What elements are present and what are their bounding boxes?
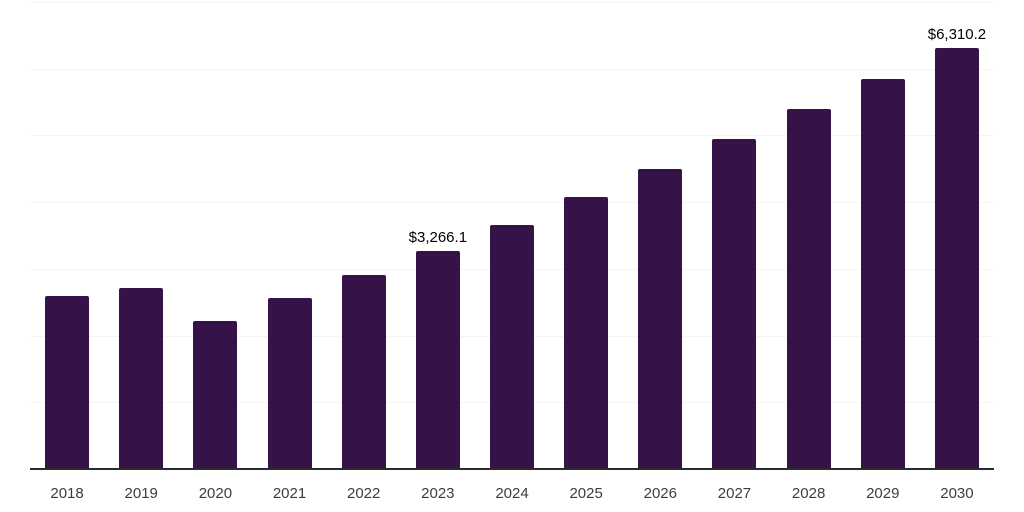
gridline [30, 202, 994, 203]
gridline [30, 2, 994, 3]
x-tick-label-2020: 2020 [198, 485, 233, 502]
x-tick-label-2019: 2019 [124, 485, 158, 502]
x-tick-label-2025: 2025 [569, 485, 603, 502]
bar-2025 [564, 196, 609, 469]
x-tick-label-2029: 2029 [866, 485, 900, 502]
x-tick-label-2024: 2024 [495, 485, 529, 502]
x-tick-label-2030: 2030 [940, 485, 974, 502]
bar-2023 [415, 251, 460, 469]
x-tick-label-2021: 2021 [272, 485, 307, 502]
data-label-2023: $3,266.1 [408, 229, 468, 247]
gridline [30, 69, 994, 70]
bar-2024 [490, 224, 534, 469]
bar-2028 [786, 108, 831, 469]
bar-2026 [638, 168, 683, 469]
x-tick-label-2022: 2022 [347, 485, 381, 502]
bar-2019 [119, 288, 164, 469]
bar-2027 [712, 138, 757, 469]
bar-2030 [934, 48, 979, 469]
x-tick-label-2018: 2018 [50, 485, 84, 502]
x-tick-label-2028: 2028 [791, 485, 826, 502]
x-tick-label-2027: 2027 [717, 485, 752, 502]
bar-2018 [45, 296, 90, 469]
bar-2029 [860, 78, 905, 469]
bar-2020 [193, 320, 238, 469]
x-tick-label-2026: 2026 [643, 485, 677, 502]
data-label-2030: $6,310.2 [927, 26, 987, 44]
x-tick-label-2023: 2023 [421, 485, 455, 502]
x-axis-line [30, 468, 994, 470]
gridline [30, 135, 994, 136]
bar-2022 [341, 275, 386, 469]
bar-2021 [267, 298, 312, 469]
